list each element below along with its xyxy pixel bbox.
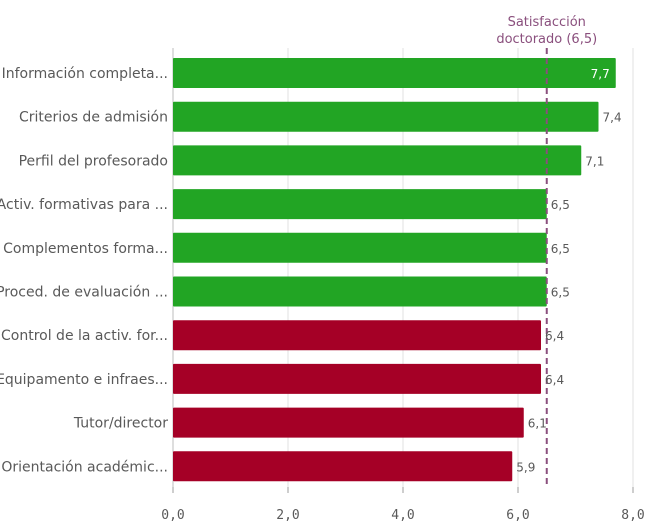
reference-line-group: Satisfacción doctorado (6,5) [496, 15, 597, 487]
data-label: 6,5 [551, 286, 570, 300]
bar [173, 407, 524, 438]
data-label: 6,4 [545, 329, 564, 343]
bar [173, 320, 541, 351]
data-label: 7,4 [603, 111, 622, 125]
data-label: 6,5 [551, 198, 570, 212]
category-label: Criterios de admisión [19, 110, 168, 126]
x-tick-label: 8,0 [621, 508, 644, 523]
x-axis-ticks: 0,0 2,0 4,0 6,0 8,0 [161, 487, 645, 523]
category-label: Información completa... [2, 66, 168, 82]
bar [173, 189, 547, 220]
x-tick-label: 6,0 [506, 508, 529, 523]
category-label: Complementos forma... [3, 241, 168, 257]
data-label: 7,1 [585, 154, 604, 168]
x-tick-label: 2,0 [276, 508, 299, 523]
data-label: 5,9 [516, 460, 535, 474]
reference-line-label: Satisfacción [508, 15, 586, 30]
bar [173, 276, 547, 307]
category-label: Proced. de evaluación ... [0, 285, 168, 301]
data-label: 7,7 [591, 67, 610, 81]
bar [173, 451, 513, 482]
category-label: Activ. formativas para ... [0, 197, 168, 213]
bar [173, 58, 616, 88]
data-labels: 7,7 7,4 7,1 6,5 6,5 6,5 6,4 6,4 6,1 5,9 [516, 67, 621, 474]
data-label: 6,1 [528, 417, 547, 431]
category-label: Perfil del profesorado [19, 153, 168, 169]
data-label: 6,4 [545, 373, 564, 387]
category-label: Control de la activ. for... [1, 328, 168, 344]
bar [173, 363, 541, 394]
reference-line-label: doctorado (6,5) [496, 32, 597, 47]
data-label: 6,5 [551, 242, 570, 256]
category-label: Equipamento e infraes... [0, 372, 168, 388]
category-label: Tutor/director [73, 416, 168, 432]
x-tick-label: 0,0 [161, 508, 184, 523]
bar [173, 145, 582, 176]
bar [173, 101, 599, 132]
category-labels: Información completa... Criterios de admi… [0, 66, 168, 475]
bars [173, 58, 616, 482]
x-tick-label: 4,0 [391, 508, 414, 523]
category-label: Orientación académic... [1, 459, 168, 475]
bar [173, 232, 547, 263]
